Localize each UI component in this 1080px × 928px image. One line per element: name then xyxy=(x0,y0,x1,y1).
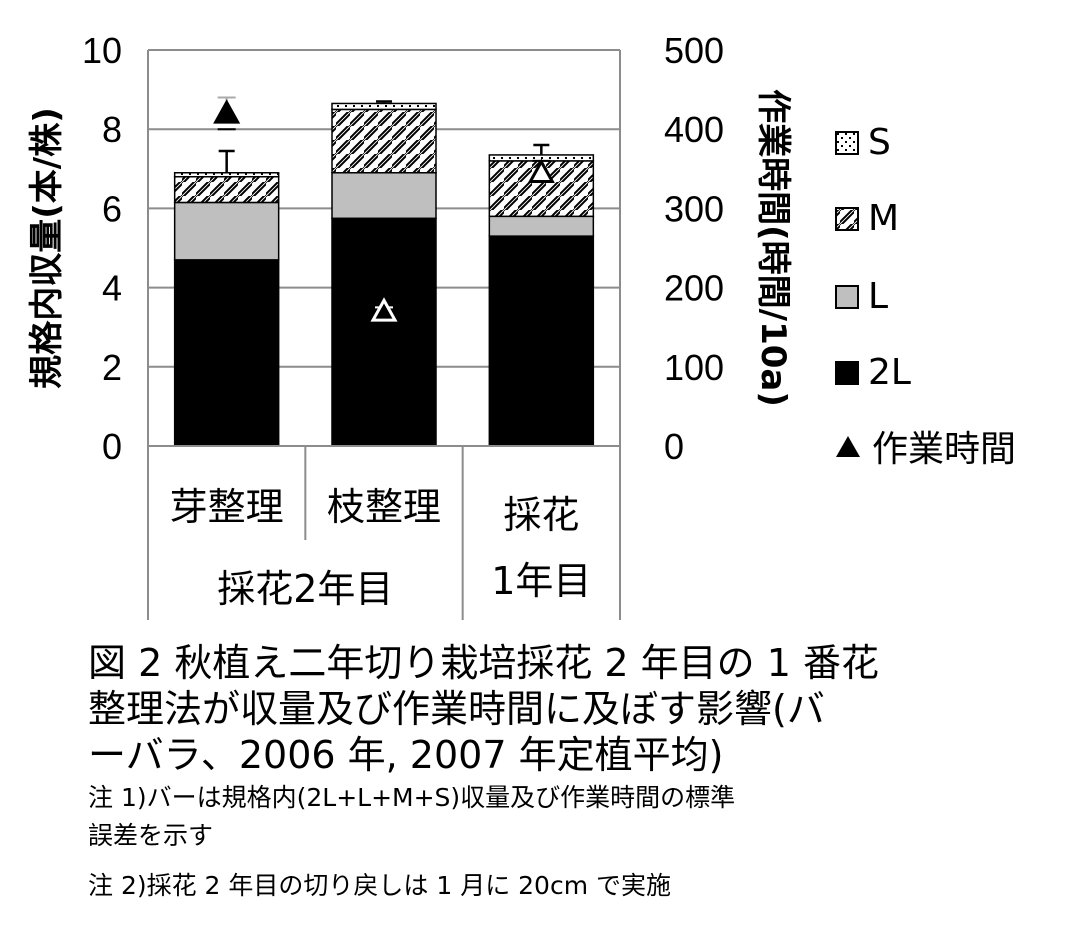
note-1: 注 1)バーは規格内(2L+L+M+S)収量及び作業時間の標準 誤差を示す xyxy=(88,782,1048,852)
y-tick-label-left: 10 xyxy=(82,30,122,71)
y-tick-label-right: 200 xyxy=(664,268,724,309)
y-tick-label-left: 6 xyxy=(102,188,122,229)
caption-line-2: 整理法が収量及び作業時間に及ぼす影響(バ xyxy=(88,687,825,731)
note-2: 注 2)採花 2 年目の切り戻しは 1 月に 20cm で実施 xyxy=(88,871,672,900)
category-label: 枝整理 xyxy=(327,485,441,529)
category-label: 芽整理 xyxy=(170,485,284,529)
bar-S xyxy=(331,102,437,111)
note-1-line-1: 注 1)バーは規格内(2L+L+M+S)収量及び作業時間の標準 xyxy=(88,783,736,812)
work-time-marker xyxy=(213,99,241,124)
axes xyxy=(147,50,621,620)
y-tick-label-right: 400 xyxy=(664,109,724,150)
note-1-line-2: 誤差を示す xyxy=(88,821,214,850)
legend-label: L xyxy=(868,276,888,317)
legend-label: 作業時間 xyxy=(872,429,1016,470)
legend-label: 2L xyxy=(868,352,911,393)
bar-L xyxy=(488,215,595,237)
y-axis-label-right: 作業時間(時間/10a) xyxy=(753,89,793,407)
bar-S xyxy=(173,172,280,178)
y-tick-label-left: 2 xyxy=(102,347,122,388)
y-tick-label-right: 500 xyxy=(664,30,724,71)
y-tick-label-left: 8 xyxy=(102,109,122,150)
bar-2L xyxy=(331,217,437,447)
work-time-marker xyxy=(527,158,555,184)
bar-M xyxy=(331,108,437,174)
category-labels: 芽整理 枝整理 採花 1年目 採花2年目 xyxy=(170,485,592,611)
bars xyxy=(173,102,595,447)
bar-L xyxy=(173,201,280,261)
work-time-markers xyxy=(213,96,555,322)
legend-swatch-S xyxy=(835,131,859,155)
error-bars xyxy=(218,100,550,173)
legend-label: S xyxy=(868,122,891,163)
caption-line-3: ーバラ、2006 年, 2007 年定植平均) xyxy=(88,733,724,777)
y-tick-label-left: 4 xyxy=(102,268,122,309)
bar-2L xyxy=(173,259,280,447)
caption-line-1: 図 2 秋植え二年切り栽培採花 2 年目の 1 番花 xyxy=(88,641,880,685)
bar-M xyxy=(173,175,280,204)
y-tick-label-right: 0 xyxy=(664,426,684,467)
category-label: 1年目 xyxy=(491,559,591,603)
work-time-marker xyxy=(370,297,398,322)
legend-swatch-M xyxy=(835,207,859,231)
category-label: 採花 xyxy=(503,493,579,537)
legend-swatch-L xyxy=(835,285,859,309)
legend-marker-work-time xyxy=(836,436,860,457)
y-axis-label-left: 規格内収量(本/株) xyxy=(27,107,67,389)
legend-swatch-2L xyxy=(835,361,859,385)
y-tick-label-right: 300 xyxy=(664,188,724,229)
y-tick-label-left: 0 xyxy=(102,426,122,467)
bar-2L xyxy=(488,235,595,447)
category-group-label: 採花2年目 xyxy=(217,567,393,611)
figure-caption: 図 2 秋植え二年切り栽培採花 2 年目の 1 番花 整理法が収量及び作業時間に… xyxy=(88,640,1048,778)
legend: SML 2L 作業時間 xyxy=(835,122,1016,470)
y-tick-label-right: 100 xyxy=(664,347,724,388)
legend-label: M xyxy=(868,198,899,239)
bar-L xyxy=(331,172,437,220)
